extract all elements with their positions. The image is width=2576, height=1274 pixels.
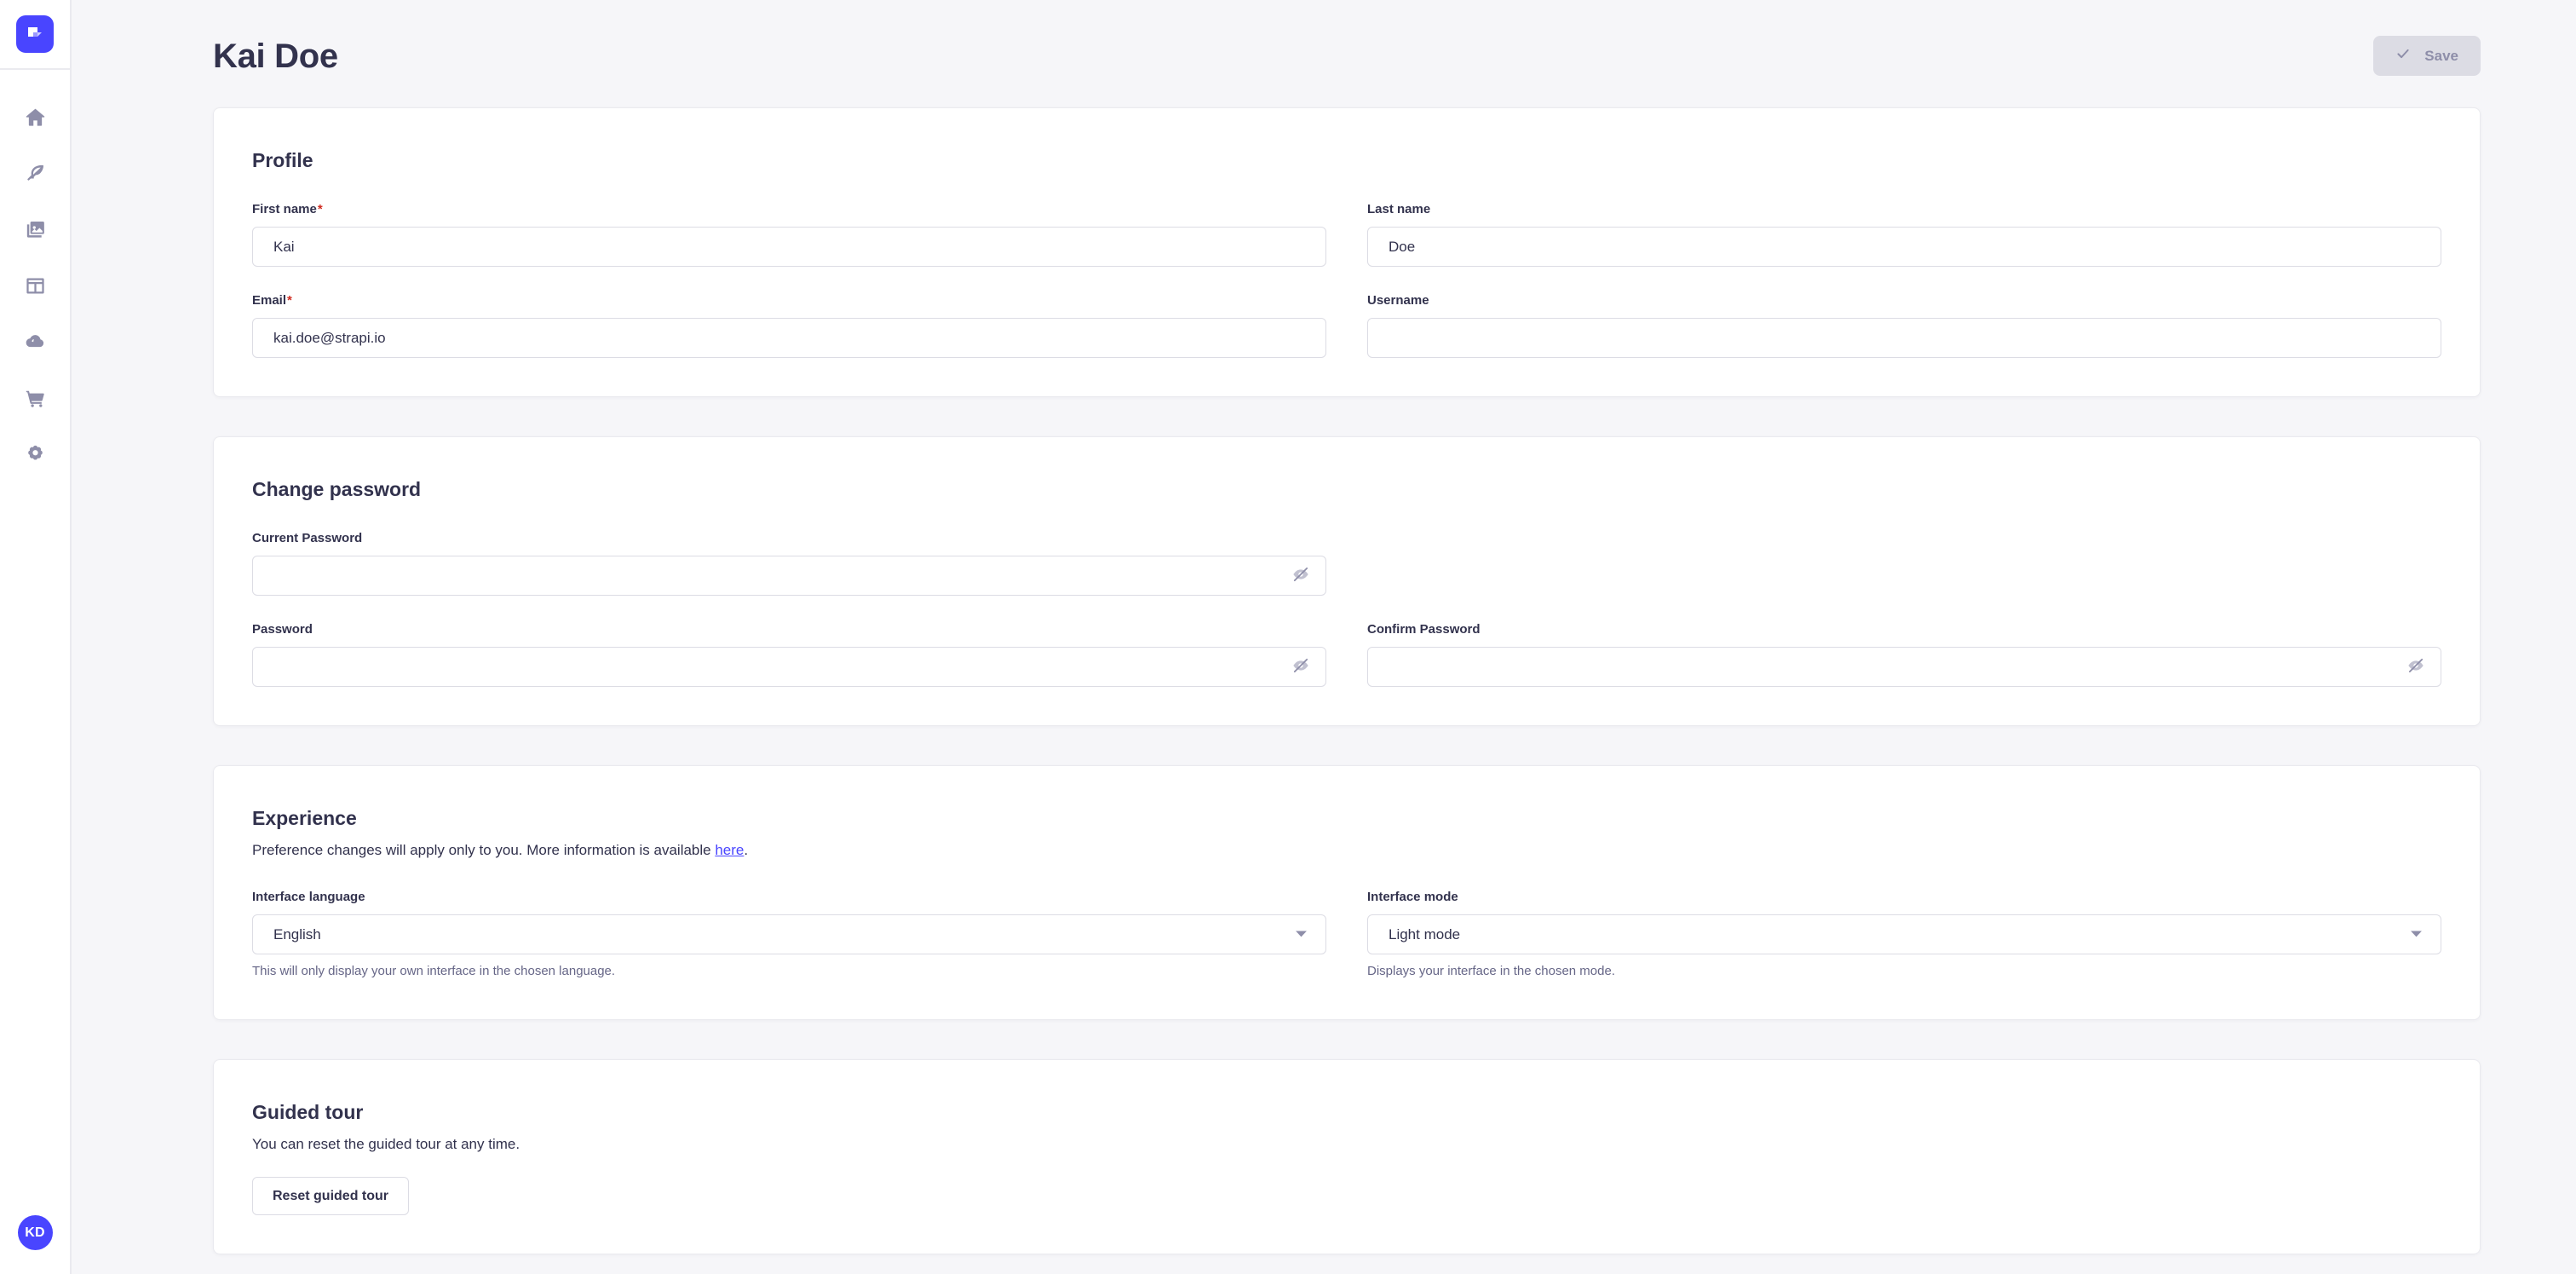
guided-tour-card-title: Guided tour	[252, 1101, 364, 1123]
field-email: Email*	[252, 291, 1326, 358]
strapi-logo-icon[interactable]	[16, 15, 54, 53]
interface-language-select[interactable]: English	[252, 914, 1326, 954]
interface-mode-select-wrap: Light mode	[1367, 914, 2441, 954]
experience-card-title: Experience	[252, 807, 357, 829]
first-name-label: First name*	[252, 200, 1326, 219]
sidebar-brand[interactable]	[0, 0, 70, 70]
guided-tour-description: You can reset the guided tour at any tim…	[252, 1136, 520, 1152]
experience-card: Experience Preference changes will apply…	[213, 765, 2481, 1020]
current-password-label: Current Password	[252, 531, 363, 545]
gear-icon	[24, 443, 47, 466]
required-asterisk: *	[287, 293, 292, 308]
save-button[interactable]: Save	[2373, 36, 2481, 76]
field-password: Password	[252, 620, 1326, 687]
settings-sections: Profile First name* Last name	[72, 107, 2576, 1254]
first-name-label-text: First name	[252, 202, 317, 216]
avatar[interactable]: KD	[17, 1215, 53, 1250]
interface-mode-label: Interface mode	[1367, 890, 1458, 904]
confirm-password-label: Confirm Password	[1367, 622, 1481, 637]
current-password-input-wrap	[252, 556, 1326, 596]
change-password-fields-grid: Current Password	[252, 529, 2441, 687]
password-input-wrap	[252, 647, 1326, 687]
feather-icon	[24, 162, 47, 185]
password-toggle-button[interactable]	[1287, 654, 1314, 681]
page-title: Kai Doe	[213, 37, 338, 75]
guided-tour-card: Guided tour You can reset the guided tou…	[213, 1059, 2481, 1254]
eye-off-icon	[1291, 656, 1310, 677]
last-name-input[interactable]	[1367, 227, 2441, 267]
email-label: Email*	[252, 291, 1326, 310]
profile-card: Profile First name* Last name	[213, 107, 2481, 397]
field-last-name: Last name	[1367, 200, 2441, 267]
email-label-text: Email	[252, 293, 287, 308]
experience-description: Preference changes will apply only to yo…	[252, 839, 2441, 862]
password-label: Password	[252, 622, 313, 637]
current-password-toggle-button[interactable]	[1287, 562, 1314, 590]
interface-language-select-wrap: English	[252, 914, 1326, 954]
eye-off-icon	[2406, 656, 2425, 677]
change-password-card-title: Change password	[252, 478, 422, 500]
main-content: Kai Doe Save Profile First name*	[72, 0, 2576, 1274]
sidebar-item-strapi-cloud[interactable]	[10, 314, 60, 370]
password-input[interactable]	[252, 647, 1326, 687]
sidebar-item-media-library[interactable]	[10, 201, 60, 257]
email-input-wrap	[252, 318, 1326, 358]
images-icon	[24, 218, 47, 241]
interface-language-value: English	[273, 925, 321, 943]
experience-fields-grid: Interface language English This will onl…	[252, 888, 2441, 981]
check-icon	[2395, 46, 2411, 66]
profile-fields-grid: First name* Last name	[252, 200, 2441, 358]
save-button-label: Save	[2424, 47, 2458, 64]
field-username: Username	[1367, 291, 2441, 358]
eye-off-icon	[1291, 565, 1310, 586]
current-password-input[interactable]	[252, 556, 1326, 596]
reset-guided-tour-button[interactable]: Reset guided tour	[252, 1177, 410, 1215]
home-icon	[24, 106, 47, 129]
change-password-card: Change password Current Password	[213, 436, 2481, 726]
sidebar-item-home[interactable]	[10, 89, 60, 145]
sidebar-nav	[10, 70, 60, 482]
main-sidebar: KD	[0, 0, 72, 1274]
sidebar-item-settings[interactable]	[10, 426, 60, 482]
sidebar-item-marketplace[interactable]	[10, 370, 60, 426]
interface-mode-select[interactable]: Light mode	[1367, 914, 2441, 954]
field-current-password: Current Password	[252, 529, 1326, 596]
confirm-password-toggle-button[interactable]	[2402, 654, 2429, 681]
username-label: Username	[1367, 293, 1429, 308]
sidebar-footer: KD	[0, 1215, 70, 1250]
field-interface-mode: Interface mode Light mode Displays your …	[1367, 888, 2441, 981]
change-password-spacer	[1367, 529, 2441, 596]
interface-language-hint: This will only display your own interfac…	[252, 964, 616, 978]
experience-description-text: Preference changes will apply only to yo…	[252, 842, 716, 858]
shopping-cart-icon	[24, 387, 47, 410]
layout-icon	[24, 274, 47, 297]
interface-language-label: Interface language	[252, 890, 365, 904]
first-name-input-wrap	[252, 227, 1326, 267]
experience-description-suffix: .	[744, 842, 749, 858]
sidebar-item-content-manager[interactable]	[10, 145, 60, 201]
username-input[interactable]	[1367, 318, 2441, 358]
field-first-name: First name*	[252, 200, 1326, 267]
username-input-wrap	[1367, 318, 2441, 358]
profile-card-title: Profile	[252, 149, 313, 171]
required-asterisk: *	[317, 202, 323, 216]
sidebar-item-content-type-builder[interactable]	[10, 257, 60, 314]
last-name-label: Last name	[1367, 202, 1431, 216]
experience-more-info-link[interactable]: here	[715, 842, 745, 858]
confirm-password-input[interactable]	[1367, 647, 2441, 687]
interface-mode-value: Light mode	[1389, 925, 1461, 943]
email-input[interactable]	[252, 318, 1326, 358]
first-name-input[interactable]	[252, 227, 1326, 267]
field-confirm-password: Confirm Password	[1367, 620, 2441, 687]
interface-mode-hint: Displays your interface in the chosen mo…	[1367, 964, 1615, 978]
page-header: Kai Doe Save	[72, 0, 2576, 107]
field-interface-language: Interface language English This will onl…	[252, 888, 1326, 981]
confirm-password-input-wrap	[1367, 647, 2441, 687]
last-name-input-wrap	[1367, 227, 2441, 267]
cloud-icon	[24, 331, 47, 354]
